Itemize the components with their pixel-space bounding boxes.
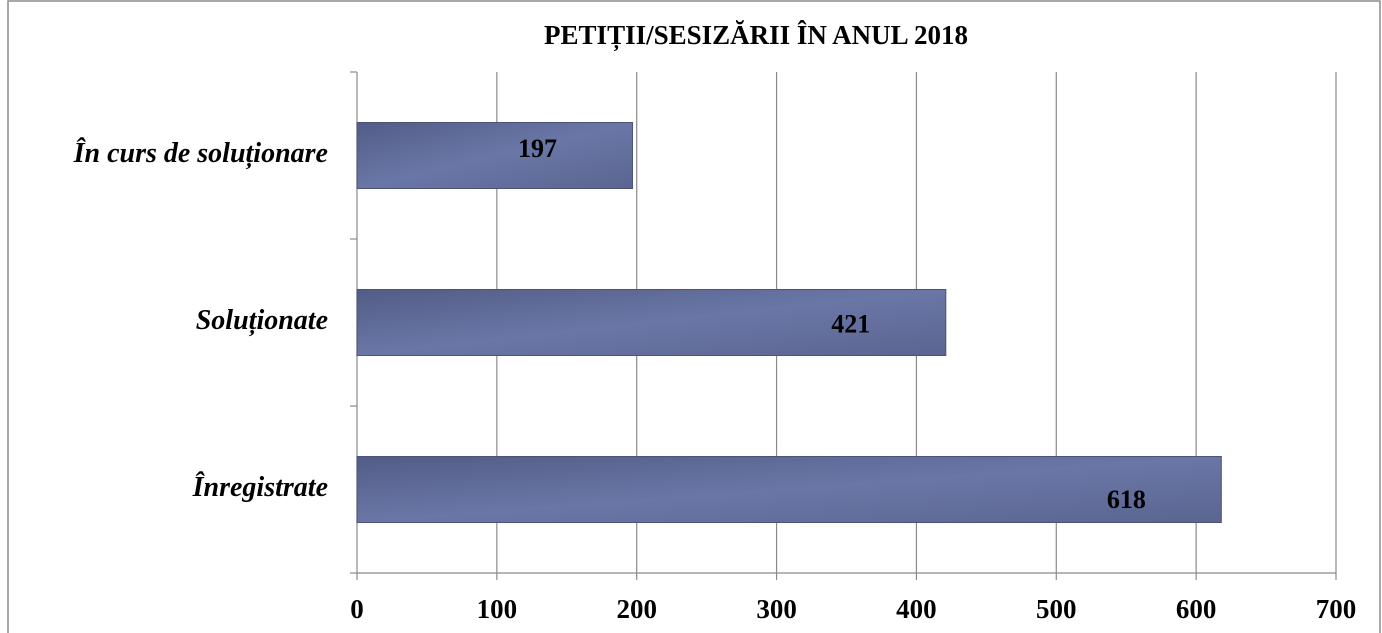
x-tick-label: 500 xyxy=(1036,594,1077,624)
y-tick-label: Soluționate xyxy=(196,305,328,336)
x-tick-label: 0 xyxy=(350,594,364,624)
x-tick-label: 600 xyxy=(1176,594,1217,624)
x-tick-label: 300 xyxy=(756,594,797,624)
x-tick-label: 400 xyxy=(896,594,937,624)
bar xyxy=(356,289,947,356)
y-tick-label: Înregistrate xyxy=(192,472,328,503)
x-tick-label: 700 xyxy=(1316,594,1357,624)
bar xyxy=(356,122,634,189)
y-tick-label: În curs de soluționare xyxy=(73,138,328,169)
data-label: 421 xyxy=(831,309,870,338)
chart-title: PETIȚII/SESIZĂRII ÎN ANUL 2018 xyxy=(544,20,968,52)
data-label: 197 xyxy=(518,134,557,163)
x-tick-label: 200 xyxy=(616,594,657,624)
x-tick-label: 100 xyxy=(477,594,518,624)
chart-frame xyxy=(7,0,1381,633)
bar xyxy=(356,456,1222,523)
data-label: 618 xyxy=(1107,485,1146,514)
